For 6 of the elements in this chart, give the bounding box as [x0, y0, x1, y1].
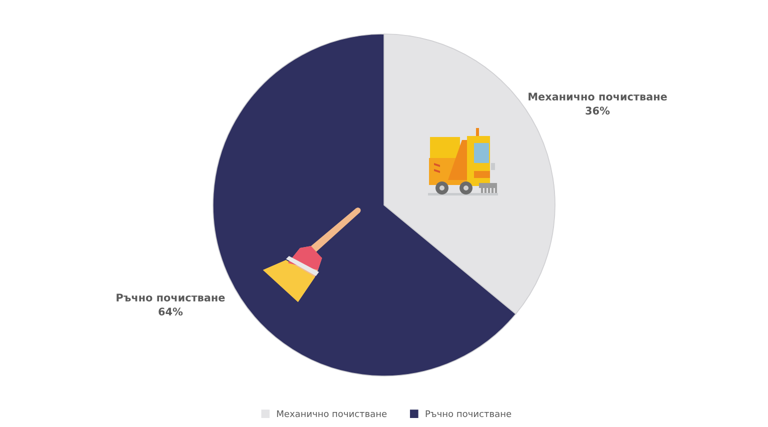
- slice-label: Механично почистване: [528, 92, 667, 101]
- legend-label: Ръчно почистване: [426, 410, 512, 418]
- data-label: 36%: [586, 106, 610, 115]
- legend-label: Механично почистване: [277, 410, 387, 418]
- slice-label: Ръчно почистване: [116, 294, 225, 302]
- data-label: 64%: [158, 308, 183, 316]
